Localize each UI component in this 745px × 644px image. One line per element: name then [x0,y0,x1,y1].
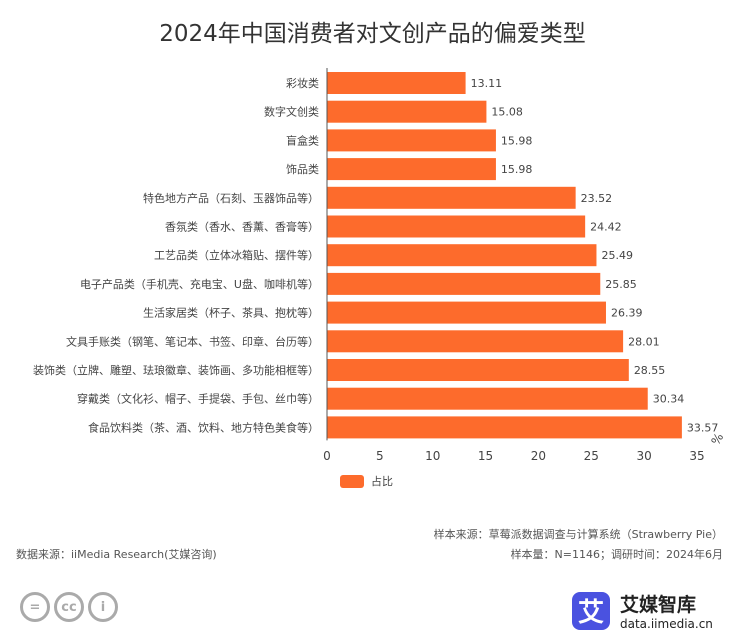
legend-swatch [340,474,364,488]
category-label: 食品饮料类（茶、酒、饮料、地方特色美食等） [88,420,319,434]
logo: 艾 艾媒智库 data.iimedia.cn [572,590,713,631]
chart-title: 2024年中国消费者对文创产品的偏爱类型 [159,21,586,47]
data-label: 28.01 [628,335,660,348]
category-label: 特色地方产品（石刻、玉器饰品等） [143,191,319,205]
data-label: 24.42 [590,221,622,234]
data-label: 13.11 [471,77,503,90]
bar [327,72,466,94]
sample-source: 样本来源：草莓派数据调查与计算系统（Strawberry Pie） [433,528,723,541]
category-label: 盲盒类 [286,133,319,147]
x-tick-label: 25 [584,449,599,463]
logo-mark: 艾 [572,591,610,630]
x-tick-label: 35 [689,449,704,463]
license-icons: = cc i [20,592,118,622]
logo-url: data.iimedia.cn [620,617,713,631]
category-label: 彩妆类 [286,76,319,90]
category-label: 文具手账类（钢笔、笔记本、书签、印章、台历等） [66,334,319,348]
x-tick-label: 15 [478,449,493,463]
data-label: 33.57 [687,421,719,434]
category-label: 电子产品类（手机壳、充电宝、U盘、咖啡机等） [80,277,319,291]
x-tick-label: 0 [323,449,331,463]
bar [327,158,496,181]
bar [327,359,629,381]
category-label: 工艺品类（立体冰箱贴、摆件等） [154,248,319,262]
bar [327,272,601,295]
legend[interactable]: 占比 [340,473,393,489]
data-label: 15.98 [501,134,532,147]
data-source: 数据来源：iiMedia Research(艾媒咨询) [16,548,217,561]
bar [327,330,624,353]
x-tick-label: 20 [531,449,546,463]
person-icon: i [88,592,118,622]
logo-name: 艾媒智库 [620,594,697,616]
x-tick-label: 10 [425,449,440,463]
data-label: 15.98 [501,163,532,176]
data-label: 25.49 [601,249,633,262]
data-label: 28.55 [634,364,666,377]
category-label: 生活家居类（杯子、茶具、抱枕等） [143,306,319,320]
x-tick-label: 30 [637,449,652,463]
bar [327,416,682,439]
category-label: 香氛类（香水、香薰、香膏等） [165,220,319,234]
bar [327,387,648,410]
data-label: 25.85 [605,278,637,291]
bar [327,215,586,238]
data-label: 15.08 [491,106,522,119]
category-label: 穿戴类（文化衫、帽子、手提袋、手包、丝巾等） [77,392,319,406]
x-tick-label: 5 [376,449,384,463]
bar [327,129,496,152]
category-label: 饰品类 [286,162,319,176]
data-label: 30.34 [653,393,685,406]
bar [327,100,487,123]
data-label: 26.39 [611,307,643,320]
equal-icon: = [20,592,50,622]
legend-label: 占比 [371,475,393,488]
data-label: 23.52 [581,192,613,205]
bar [327,186,576,209]
sample-size: 样本量：N=1146；调研时间：2024年6月 [510,548,723,561]
cc-icon: cc [54,592,84,622]
bar [327,301,606,324]
bar [327,244,597,267]
category-label: 数字文创类 [264,105,319,119]
category-label: 装饰类（立牌、雕塑、珐琅徽章、装饰画、多功能相框等） [33,363,319,377]
